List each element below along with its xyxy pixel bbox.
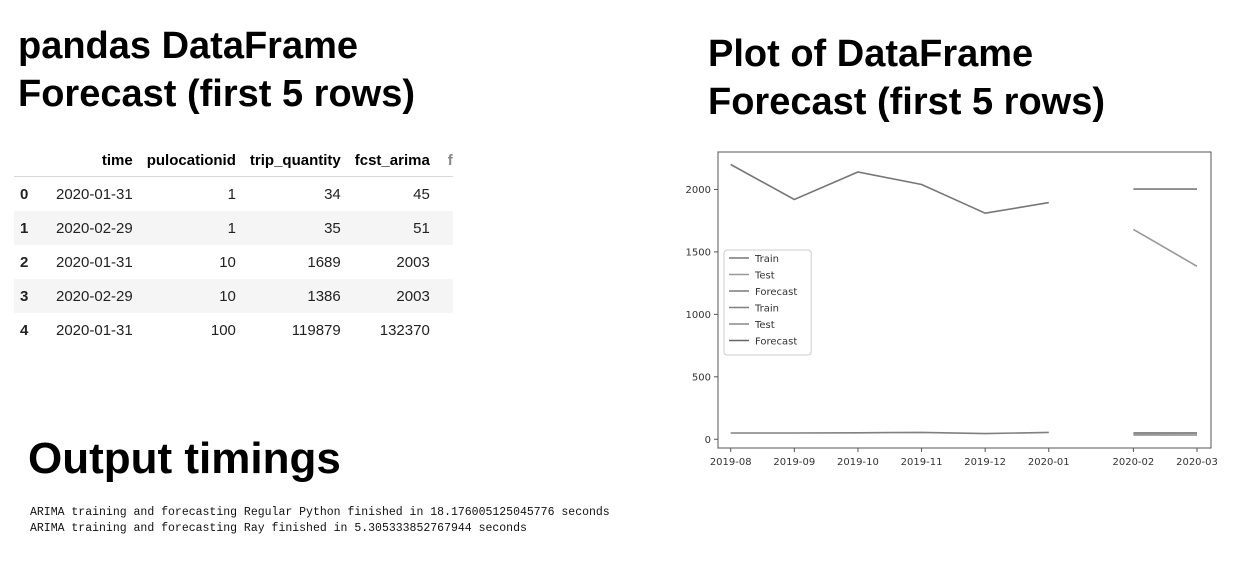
cell-trip-quantity: 119879 <box>291 321 341 339</box>
y-tick-label: 2000 <box>686 185 711 196</box>
row-index: 4 <box>20 321 29 339</box>
y-tick-label: 500 <box>692 372 711 383</box>
legend-box <box>723 249 812 356</box>
series-lines <box>730 163 1198 436</box>
cell-time: 2020-02-29 <box>42 211 133 245</box>
table-heading-line1: pandas DataFrame <box>18 25 359 67</box>
cell-time: 2020-02-29 <box>42 279 133 313</box>
row-index: 3 <box>14 279 42 313</box>
column-header-trip-quantity: trip_quantity <box>235 144 341 177</box>
cell-trip-quantity: 34 <box>324 185 341 203</box>
cell-pulocationid: 100 <box>210 321 236 339</box>
cell-time: 2020-01-31 <box>56 185 133 203</box>
x-tick-label: 2020-01 <box>1028 457 1070 468</box>
legend-label: Test <box>754 271 775 282</box>
timings-output: ARIMA training and forecasting Regular P… <box>30 505 610 537</box>
cell-fcst-arima: 2003 <box>340 279 430 313</box>
plot-heading-line2: Forecast (first 5 rows) <box>708 81 1105 123</box>
cell-fcst-arima: 132370 <box>379 321 430 339</box>
cell-trip-quantity: 1386 <box>235 279 341 313</box>
cell-truncated <box>430 177 453 212</box>
timing-line-regular-python: ARIMA training and forecasting Regular P… <box>30 506 610 519</box>
x-tick-label: 2019-09 <box>773 457 815 468</box>
cell-pulocationid: 1 <box>227 185 236 203</box>
cell-truncated <box>430 313 453 347</box>
cell-trip-quantity: 35 <box>235 211 341 245</box>
axes: 0 500 1000 1500 2000 2019-08 2019-09 2019-10 201… <box>686 185 1218 468</box>
x-tick-label: 2020-02 <box>1112 457 1154 468</box>
legend-label: Forecast <box>755 287 797 298</box>
table-row: 1 2020-02-29 1 35 51 <box>14 211 453 245</box>
row-index: 2 <box>20 253 29 271</box>
x-tick-label: 2020-03 <box>1176 457 1218 468</box>
forecast-line-chart: 0 500 1000 1500 2000 2019-08 2019-09 2019-10 201… <box>686 151 1218 468</box>
column-header-pulocationid: pulocationid <box>132 144 236 177</box>
y-tick-label: 0 <box>705 435 711 446</box>
table-row: 3 2020-02-29 10 1386 2003 <box>14 279 453 313</box>
column-header-index <box>14 144 42 177</box>
cell-fcst-arima: 51 <box>340 211 430 245</box>
legend-label: Train <box>754 304 779 315</box>
legend-label: Forecast <box>755 337 797 348</box>
dataframe-table: time pulocationid trip_quantity fcst_ari… <box>14 144 453 347</box>
series-line-test-2 <box>1132 228 1198 267</box>
cell-pulocationid: 10 <box>219 253 236 271</box>
series-line-train-4 <box>730 431 1049 435</box>
x-tick-label: 2019-12 <box>964 457 1006 468</box>
table-row: 4 2020-01-31 100 119879 132370 <box>14 313 453 347</box>
legend-label: Train <box>754 254 779 265</box>
legend: Train Test Forecast Train Test Forecast <box>723 249 812 356</box>
column-header-fcst-arima: fcst_arima <box>340 144 430 177</box>
table-header-row: time pulocationid trip_quantity fcst_ari… <box>14 144 453 177</box>
plot-heading: Plot of DataFrame Forecast (first 5 rows… <box>708 30 1105 126</box>
plot-heading-line1: Plot of DataFrame <box>708 33 1034 75</box>
cell-truncated <box>430 245 453 279</box>
cell-fcst-arima: 45 <box>413 185 430 203</box>
table-row: 2 2020-01-31 10 1689 2003 <box>14 245 453 279</box>
cell-pulocationid: 10 <box>132 279 236 313</box>
legend-label: Test <box>754 320 775 331</box>
cell-time: 2020-01-31 <box>56 321 133 339</box>
timings-heading: Output timings <box>28 434 341 483</box>
table-heading-line2: Forecast (first 5 rows) <box>18 73 415 115</box>
table-heading: pandas DataFrame Forecast (first 5 rows) <box>18 22 415 118</box>
cell-truncated <box>429 211 453 245</box>
column-header-time: time <box>42 144 133 177</box>
cell-fcst-arima: 2003 <box>396 253 430 271</box>
row-index: 0 <box>20 185 29 203</box>
column-header-truncated: f <box>429 144 453 177</box>
table-row: 0 2020-01-31 1 34 45 <box>14 177 453 212</box>
cell-pulocationid: 1 <box>132 211 236 245</box>
x-tick-label: 2019-10 <box>837 457 879 468</box>
timing-line-ray: ARIMA training and forecasting Ray finis… <box>30 522 527 535</box>
cell-trip-quantity: 1689 <box>307 253 341 271</box>
cell-truncated <box>429 279 453 313</box>
y-tick-label: 1500 <box>686 247 711 258</box>
series-line-train-1 <box>730 163 1049 215</box>
y-tick-label: 1000 <box>686 310 711 321</box>
cell-time: 2020-01-31 <box>56 253 133 271</box>
x-tick-label: 2019-08 <box>710 457 752 468</box>
x-tick-label: 2019-11 <box>901 457 943 468</box>
row-index: 1 <box>14 211 42 245</box>
